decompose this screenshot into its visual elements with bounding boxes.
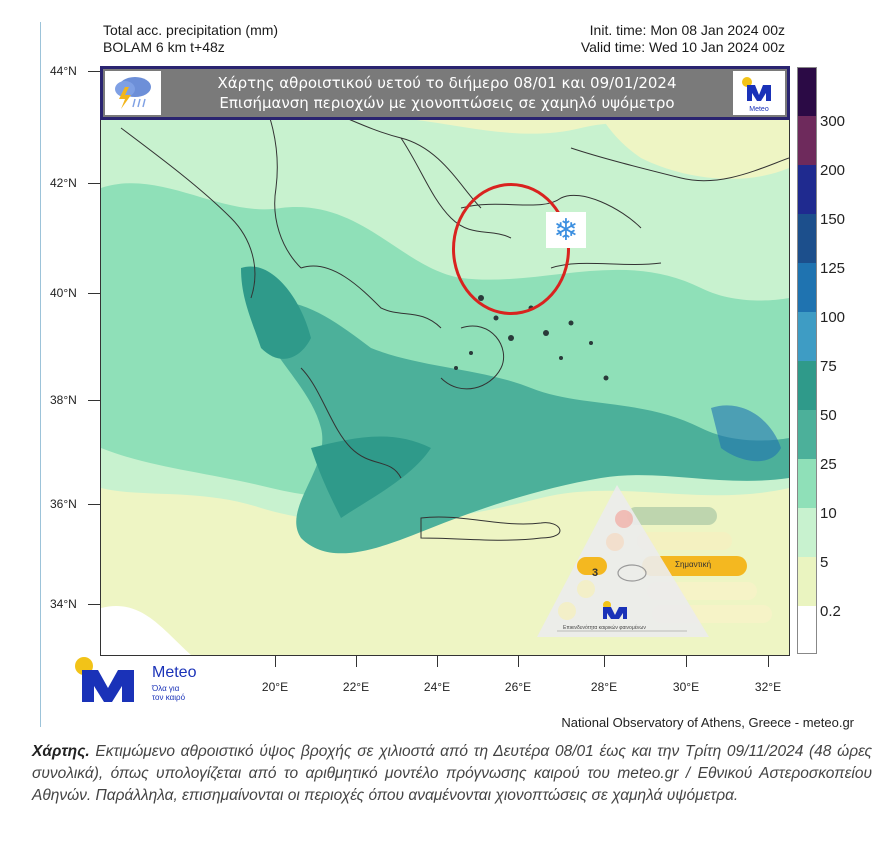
precipitation-map [100, 67, 790, 656]
logo-name: Meteo [152, 664, 197, 681]
lon-tick [686, 655, 687, 667]
lon-label-32: 32°E [754, 680, 782, 694]
banner-title: Χάρτης αθροιστικού υετού το διήμερο 08/0… [217, 74, 677, 92]
colorbar-label: 0.2 [820, 603, 841, 620]
colorbar-label: 50 [820, 407, 837, 424]
header-left: Total acc. precipitation (mm) BOLAM 6 km… [103, 22, 278, 56]
lat-label-34: 34°N [50, 597, 100, 611]
danger-level-pyramid: 3 Σημαντική Επικινδυνότητα καιρικών φαιν… [537, 485, 777, 640]
lon-tick [518, 655, 519, 667]
product-title: Total acc. precipitation (mm) [103, 22, 279, 38]
colorbar-label: 150 [820, 211, 846, 228]
colorbar-label: 25 [820, 456, 837, 473]
snow-highlight-circle [452, 183, 570, 315]
lat-label-38: 38°N [50, 393, 100, 407]
lon-tick [275, 655, 276, 667]
left-rule [40, 22, 41, 727]
banner-subtitle: Επισήμανση περιοχών με χιονοπτώσεις σε χ… [219, 94, 675, 112]
meteo-logo: Meteo Όλα για τον καιρό [72, 656, 212, 706]
colorbar-label: 200 [820, 162, 846, 179]
meteo-logo-small: Meteo [733, 71, 785, 115]
header-right: Init. time: Mon 08 Jan 2024 00z Valid ti… [581, 22, 785, 56]
caption-text: Εκτιμώμενο αθροιστικό ύψος βροχής σε χιλ… [32, 743, 872, 804]
colorbar-label: 100 [820, 309, 846, 326]
lat-label-42: 42°N [50, 176, 100, 190]
svg-text:Meteo: Meteo [749, 106, 769, 113]
active-level-label: Σημαντική [675, 560, 712, 569]
colorbar-label: 75 [820, 358, 837, 375]
init-time: Init. time: Mon 08 Jan 2024 00z [589, 22, 785, 38]
colorbar-label: 125 [820, 260, 846, 277]
pyramid-footer: Επικινδυνότητα καιρικών φαινομένων [563, 625, 646, 631]
storm-rain-icon [105, 71, 161, 115]
lon-tick [356, 655, 357, 667]
colorbar-label: 300 [820, 113, 846, 130]
lon-label-20: 20°E [261, 680, 289, 694]
lon-tick [604, 655, 605, 667]
snowflake-icon: ❄ [546, 212, 586, 248]
lon-tick [437, 655, 438, 667]
logo-tagline-1: Όλα για [152, 684, 180, 693]
lat-label-40: 40°N [50, 286, 100, 300]
lat-label-44: 44°N [50, 64, 100, 78]
valid-time: Valid time: Wed 10 Jan 2024 00z [580, 39, 785, 55]
lon-tick [768, 655, 769, 667]
precipitation-field [101, 68, 789, 655]
active-level-number: 3 [592, 567, 599, 579]
figure-caption: Χάρτης. Εκτιμώμενο αθροιστικό ύψος βροχή… [32, 741, 872, 807]
lon-label-24: 24°E [423, 680, 451, 694]
lon-label-26: 26°E [504, 680, 532, 694]
caption-lead: Χάρτης. [32, 743, 90, 760]
colorbar [797, 67, 817, 654]
lat-label-36: 36°N [50, 497, 100, 511]
logo-tagline-2: τον καιρό [152, 693, 186, 702]
lon-label-30: 30°E [672, 680, 700, 694]
model-label: BOLAM 6 km t+48z [103, 39, 225, 55]
credit-text: National Observatory of Athens, Greece -… [561, 715, 854, 730]
colorbar-label: 10 [820, 505, 837, 522]
lon-label-22: 22°E [342, 680, 370, 694]
lon-label-28: 28°E [590, 680, 618, 694]
colorbar-label: 5 [820, 554, 829, 571]
map-banner: Χάρτης αθροιστικού υετού το διήμερο 08/0… [100, 66, 790, 120]
